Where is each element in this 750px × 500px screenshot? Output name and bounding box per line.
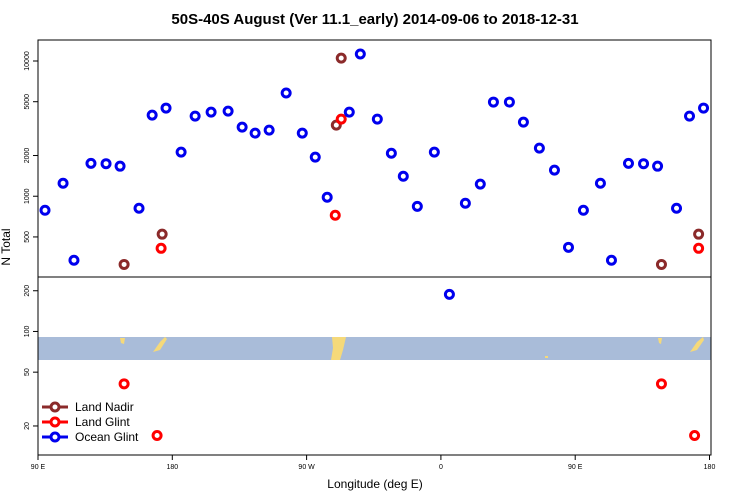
point — [693, 242, 705, 254]
legend-label: Land Glint — [75, 415, 130, 429]
point — [160, 102, 172, 114]
point — [280, 87, 292, 99]
point — [622, 157, 634, 169]
point — [156, 228, 168, 240]
legend-label: Land Nadir — [75, 400, 134, 414]
plot-frame — [37, 39, 712, 456]
point — [487, 96, 499, 108]
point — [189, 110, 201, 122]
point — [397, 170, 409, 182]
point — [562, 241, 574, 253]
y-tick-label: 100 — [24, 326, 31, 338]
y-tick-label: 2000 — [24, 148, 31, 164]
point — [205, 106, 217, 118]
legend-marker — [49, 431, 61, 443]
x-tick-label: 90 E — [568, 464, 583, 471]
map-strip — [38, 337, 711, 360]
y-tick-label: 5000 — [24, 94, 31, 110]
legend-label: Ocean Glint — [75, 430, 139, 444]
point — [474, 178, 486, 190]
point — [371, 113, 383, 125]
point — [411, 200, 423, 212]
x-tick-label: 180 — [166, 464, 178, 471]
point — [548, 164, 560, 176]
x-tick-label: 0 — [439, 464, 443, 471]
point — [533, 142, 545, 154]
legend-marker — [49, 401, 61, 413]
y-tick-label: 500 — [24, 231, 31, 243]
point — [684, 110, 696, 122]
point — [354, 48, 366, 60]
point — [385, 147, 397, 159]
legend-marker — [49, 416, 61, 428]
y-tick-label: 10000 — [24, 51, 31, 71]
point — [263, 124, 275, 136]
point — [236, 121, 248, 133]
point — [100, 158, 112, 170]
x-axis-label: Longitude (deg E) — [327, 477, 422, 491]
point — [57, 177, 69, 189]
x-tick-label: 90 E — [31, 464, 46, 471]
chart-title: 50S-40S August (Ver 11.1_early) 2014-09-… — [171, 11, 578, 28]
y-tick-label: 20 — [24, 422, 31, 430]
point — [459, 197, 471, 209]
point — [114, 160, 126, 172]
point — [343, 106, 355, 118]
point — [577, 204, 589, 216]
point — [428, 146, 440, 158]
point — [689, 430, 701, 442]
point — [39, 204, 51, 216]
point — [698, 102, 710, 114]
x-tick-label: 90 W — [298, 464, 315, 471]
point — [638, 158, 650, 170]
point — [335, 52, 347, 64]
point — [443, 288, 455, 300]
point — [503, 96, 515, 108]
point — [155, 242, 167, 254]
x-tick-label: 180 — [704, 464, 716, 471]
point — [671, 202, 683, 214]
point — [321, 191, 333, 203]
y-tick-label: 200 — [24, 285, 31, 297]
point — [605, 254, 617, 266]
point — [329, 209, 341, 221]
point — [594, 177, 606, 189]
y-tick-label: 1000 — [24, 188, 31, 204]
point — [85, 157, 97, 169]
point — [655, 258, 667, 270]
point — [175, 146, 187, 158]
point — [118, 378, 130, 390]
point — [517, 116, 529, 128]
point — [655, 378, 667, 390]
point — [249, 127, 261, 139]
y-tick-label: 50 — [24, 368, 31, 376]
y-axis-label: N Total — [0, 228, 13, 265]
point — [146, 109, 158, 121]
point — [118, 258, 130, 270]
point — [296, 127, 308, 139]
point — [222, 105, 234, 117]
point — [133, 202, 145, 214]
point — [309, 151, 321, 163]
point — [68, 254, 80, 266]
point — [693, 228, 705, 240]
point — [652, 160, 664, 172]
point — [151, 430, 163, 442]
point — [335, 113, 347, 125]
